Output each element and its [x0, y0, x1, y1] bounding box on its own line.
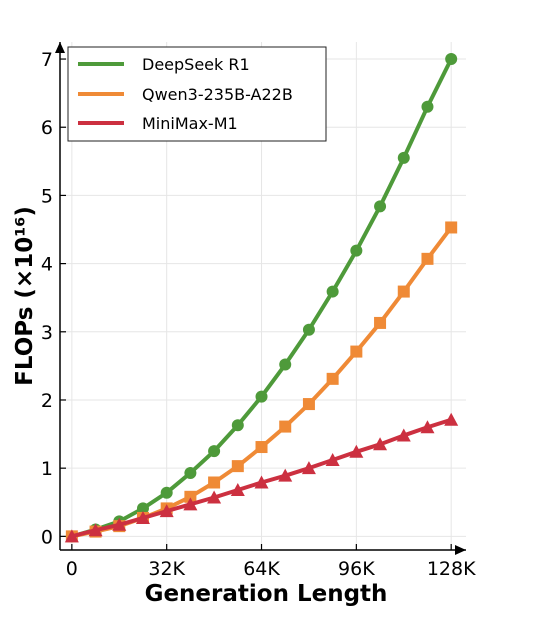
y-tick-label-5: 5 [41, 185, 53, 207]
legend-label-qwen3: Qwen3-235B-A22B [142, 85, 293, 104]
y-axis-title: FLOPs (×10¹⁶) [12, 206, 38, 386]
data-point-deepseek-r1-3 [136, 502, 149, 515]
y-tick-label-6: 6 [41, 117, 53, 139]
data-point-qwen3-235b-a22b-8 [255, 441, 268, 454]
data-point-minimax-m1-14 [396, 428, 411, 442]
data-point-minimax-m1-5 [183, 497, 198, 511]
y-tick-label-0: 0 [41, 526, 53, 548]
data-point-deepseek-r1-9 [279, 358, 292, 371]
data-point-minimax-m1-16 [444, 412, 459, 426]
data-point-minimax-m1-1 [88, 523, 103, 537]
data-point-deepseek-r1-6 [208, 445, 221, 458]
legend-label-deepseek-r1: DeepSeek R1 [142, 55, 250, 74]
data-point-minimax-m1-0 [64, 529, 79, 543]
data-point-qwen3-235b-a22b-16 [445, 221, 458, 234]
data-point-minimax-m1-15 [420, 420, 435, 434]
data-point-deepseek-r1-10 [302, 323, 315, 336]
data-point-deepseek-r1-5 [184, 466, 197, 479]
data-point-qwen3-235b-a22b-15 [421, 252, 434, 265]
data-point-minimax-m1-10 [301, 461, 316, 475]
data-point-deepseek-r1-16 [445, 53, 458, 66]
x-axis-arrow [455, 545, 466, 555]
data-point-minimax-m1-4 [159, 504, 174, 518]
tick-labels: 0 32K 64K 96K 128K 0 1 2 3 4 5 6 7 [41, 49, 476, 580]
x-axis-title: Generation Length [145, 581, 388, 607]
data-point-deepseek-r1-15 [421, 100, 434, 113]
data-point-qwen3-235b-a22b-5 [184, 490, 197, 503]
data-point-minimax-m1-13 [373, 437, 388, 451]
data-point-qwen3-235b-a22b-14 [397, 285, 410, 298]
y-tick-label-2: 2 [41, 390, 53, 412]
y-tick-label-3: 3 [41, 322, 53, 344]
x-tick-label-0: 0 [66, 558, 78, 580]
axes [55, 42, 466, 555]
data-point-minimax-m1-7 [230, 482, 245, 496]
data-point-minimax-m1-12 [349, 444, 364, 458]
legend-label-minimax-m1: MiniMax-M1 [142, 114, 238, 133]
x-tick-label-1: 32K [148, 558, 185, 580]
data-point-minimax-m1-6 [207, 490, 222, 504]
y-tick-label-4: 4 [41, 254, 53, 276]
data-point-qwen3-235b-a22b-6 [208, 476, 221, 489]
y-axis-arrow [55, 42, 65, 53]
data-point-minimax-m1-8 [254, 475, 269, 489]
x-tick-label-4: 128K [427, 558, 476, 580]
data-point-qwen3-235b-a22b-10 [302, 398, 315, 411]
data-point-minimax-m1-9 [278, 468, 293, 482]
data-point-deepseek-r1-7 [231, 419, 244, 432]
data-point-deepseek-r1-14 [397, 151, 410, 164]
data-point-qwen3-235b-a22b-7 [231, 460, 244, 473]
data-point-qwen3-235b-a22b-12 [350, 345, 363, 358]
data-point-qwen3-235b-a22b-13 [374, 316, 387, 329]
series-group [64, 53, 459, 543]
x-tick-label-2: 64K [243, 558, 280, 580]
data-point-qwen3-235b-a22b-9 [279, 420, 292, 433]
y-tick-label-7: 7 [41, 49, 53, 71]
data-point-minimax-m1-3 [135, 510, 150, 524]
x-tick-label-3: 96K [338, 558, 375, 580]
legend: DeepSeek R1 Qwen3-235B-A22B MiniMax-M1 [67, 46, 327, 142]
data-point-minimax-m1-11 [325, 452, 340, 466]
data-point-deepseek-r1-11 [326, 285, 339, 298]
data-point-qwen3-235b-a22b-11 [326, 372, 339, 385]
data-point-deepseek-r1-8 [255, 390, 268, 403]
y-tick-label-1: 1 [41, 458, 53, 480]
data-point-minimax-m1-2 [112, 517, 127, 531]
data-point-deepseek-r1-13 [374, 200, 387, 213]
data-point-deepseek-r1-12 [350, 244, 363, 257]
data-point-deepseek-r1-4 [160, 486, 173, 499]
